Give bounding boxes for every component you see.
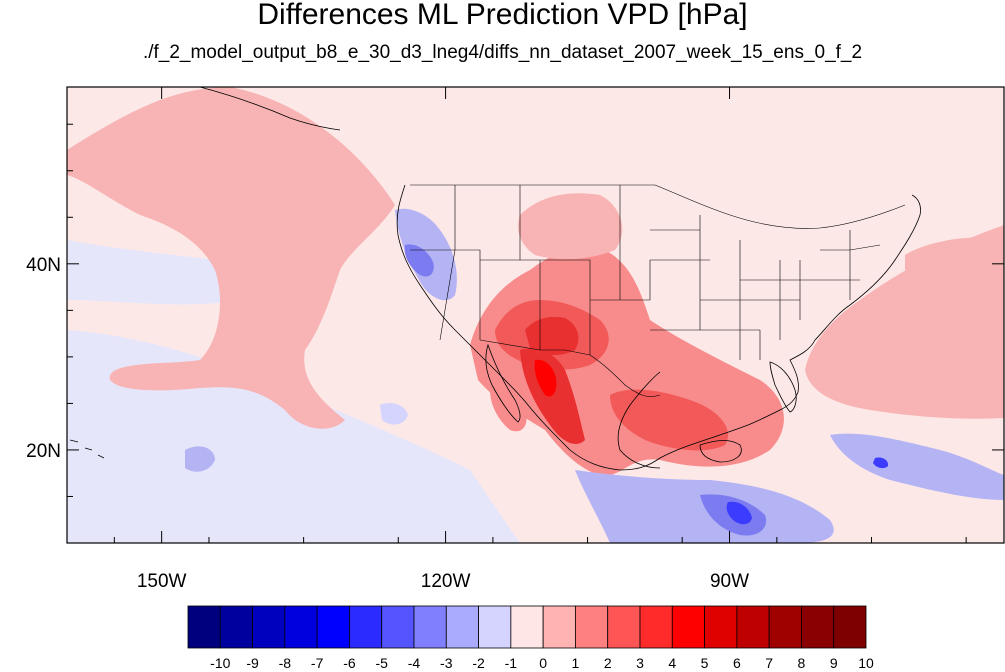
caribbean-spot	[873, 457, 889, 469]
y-tick-label-1: 40N	[26, 255, 61, 276]
colorbar-swatch-11	[542, 605, 576, 649]
colorbar-label-9: -1	[505, 655, 518, 671]
west-coast-negative-core	[404, 244, 434, 277]
atlantic-plume-north	[905, 237, 1004, 282]
colorbar: -10 -9 -8 -7 -6 -5 -4 -3 -2 -1 0 1 2 3 4 5 6 7 8 9 10	[187, 605, 874, 671]
colorbar-swatch-6	[381, 605, 415, 649]
colorbar-swatch-16	[704, 605, 738, 649]
colorbar-label-7: -3	[440, 655, 453, 671]
north-america-coast	[396, 184, 921, 471]
colorbar-swatch-15	[671, 605, 705, 649]
chart-subtitle: ./f_2_model_output_b8_e_30_d3_lneg4/diff…	[142, 42, 863, 63]
y-axis: 20N 40N	[26, 123, 1004, 497]
four-corners-core	[525, 316, 579, 356]
map-field	[67, 87, 1004, 543]
y-tick-label-0: 20N	[26, 441, 61, 462]
northern-plains-anomaly	[518, 193, 623, 260]
us-canada-border	[410, 184, 906, 229]
colorbar-label-3: -7	[311, 655, 324, 671]
colorbar-swatch-9	[478, 605, 512, 649]
north-pacific-blue	[67, 240, 240, 305]
colorbar-label-0: -10	[210, 655, 230, 671]
chart-title: Differences ML Prediction VPD [hPa]	[257, 0, 748, 31]
caribbean-negative	[830, 433, 1004, 500]
map-frame	[66, 86, 1005, 544]
colorbar-label-11: 1	[572, 655, 580, 671]
northeast-pacific-plume	[67, 87, 395, 429]
pacific-mexico-anomaly	[490, 388, 527, 432]
alaska-coast	[199, 87, 341, 131]
colorbar-swatch-2	[252, 605, 286, 649]
colorbar-label-5: -5	[375, 655, 388, 671]
yucatan-coast	[699, 440, 742, 463]
colorbar-label-12: 2	[604, 655, 612, 671]
colorbar-label-8: -2	[472, 655, 485, 671]
colorbar-swatch-3	[284, 605, 318, 649]
state-lines-east	[650, 215, 881, 360]
gulf-coast-anomaly	[610, 389, 729, 451]
mexico-gulf-coast	[617, 371, 661, 469]
colorbar-label-1: -9	[246, 655, 259, 671]
colorbar-label-20: 10	[858, 655, 874, 671]
colorbar-label-19: 9	[830, 655, 838, 671]
pacific-blob-negative	[380, 403, 408, 425]
colorbar-label-13: 3	[636, 655, 644, 671]
pacific-islands-negative	[185, 446, 215, 472]
x-tick-label-1: 120W	[421, 571, 471, 592]
colorbar-label-10: 0	[539, 655, 547, 671]
colorbar-swatch-10	[510, 605, 544, 649]
colorbar-swatch-17	[736, 605, 770, 649]
colorbar-label-2: -8	[279, 655, 292, 671]
colorbar-label-17: 7	[765, 655, 773, 671]
colorbar-swatch-19	[801, 605, 835, 649]
state-borders	[410, 184, 906, 397]
colorbar-swatch-0	[187, 605, 221, 649]
colorbar-label-4: -6	[343, 655, 356, 671]
colorbar-swatch-18	[768, 605, 802, 649]
state-lines-west	[410, 185, 710, 355]
baja-coast	[485, 343, 521, 423]
colorbar-swatch-12	[575, 605, 609, 649]
colorbar-swatch-8	[445, 605, 479, 649]
colorbar-label-6: -4	[408, 655, 421, 671]
colorbar-swatch-1	[219, 605, 253, 649]
x-axis: 150W 120W 90W	[113, 87, 967, 592]
x-tick-label-2: 90W	[710, 571, 749, 592]
colorbar-label-16: 6	[733, 655, 741, 671]
x-tick-label-0: 150W	[137, 571, 187, 592]
colorbar-label-18: 8	[798, 655, 806, 671]
colorbar-swatch-7	[413, 605, 447, 649]
colorbar-label-15: 5	[701, 655, 709, 671]
us-mexico-border	[479, 339, 661, 397]
colorbar-swatch-5	[349, 605, 383, 649]
florida-coast	[769, 361, 797, 413]
colorbar-swatch-14	[639, 605, 673, 649]
colorbar-swatch-20	[833, 605, 867, 649]
coastlines	[69, 87, 921, 471]
colorbar-label-14: 4	[668, 655, 676, 671]
baja-peak	[534, 359, 557, 397]
central-america-peak	[726, 501, 752, 525]
hawaii-islands	[69, 439, 105, 459]
colorbar-swatch-13	[607, 605, 641, 649]
colorbar-swatch-4	[316, 605, 350, 649]
